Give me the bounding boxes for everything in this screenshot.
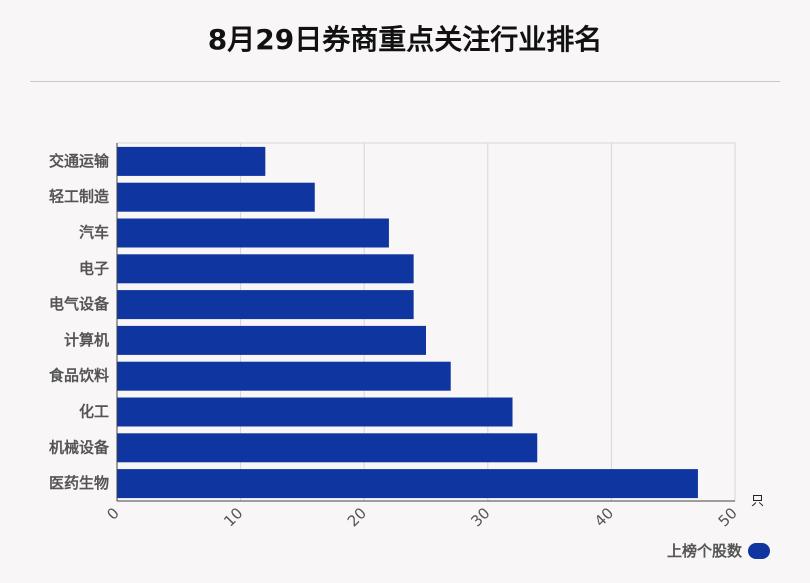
category-label: 电子 [79, 259, 109, 277]
category-label: 计算机 [64, 331, 109, 349]
chart-title: 8月29日券商重点关注行业排名 [207, 23, 603, 56]
bar [117, 325, 426, 355]
x-tick-label: 50 [715, 504, 741, 530]
legend-swatch[interactable] [748, 542, 770, 559]
category-label: 机械设备 [49, 438, 110, 456]
bar [117, 218, 389, 248]
bar [117, 254, 414, 284]
bar [117, 146, 266, 176]
legend-label: 上榜个股数 [666, 542, 742, 560]
category-label: 轻工制造 [49, 188, 109, 206]
legend: 上榜个股数 [667, 540, 770, 561]
bar [117, 469, 698, 499]
x-tick-label: 30 [467, 504, 493, 530]
x-tick-label: 20 [344, 504, 370, 530]
x-unit-label: 只 [751, 494, 764, 509]
category-label: 食品饮料 [49, 367, 109, 385]
x-tick-label: 40 [591, 504, 617, 530]
category-label: 电气设备 [49, 295, 110, 313]
bar [117, 290, 414, 320]
bar [117, 433, 538, 463]
x-tick-label: 0 [103, 504, 122, 523]
bar [117, 397, 513, 427]
category-label: 医药生物 [49, 474, 109, 492]
bar [117, 361, 451, 391]
bar [117, 182, 315, 212]
x-tick-label: 10 [220, 504, 246, 530]
category-label: 交通运输 [49, 152, 110, 170]
category-label: 化工 [79, 403, 109, 421]
category-label: 汽车 [79, 224, 109, 242]
title-divider [30, 81, 780, 82]
